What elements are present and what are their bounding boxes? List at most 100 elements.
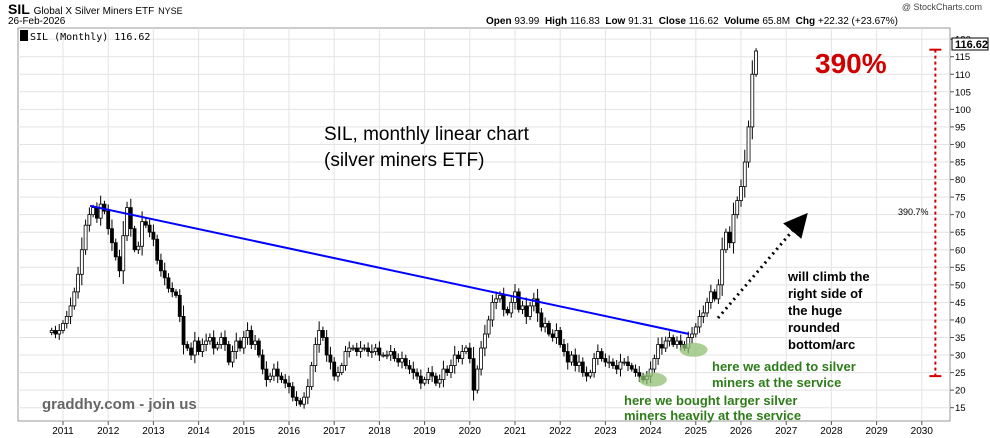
candle-body bbox=[430, 372, 435, 377]
open-value: 93.99 bbox=[514, 16, 540, 27]
candle-body bbox=[238, 340, 242, 349]
candle-body bbox=[132, 228, 137, 251]
candle-body bbox=[441, 368, 446, 381]
candle-body bbox=[117, 256, 122, 272]
candle-body bbox=[385, 354, 389, 357]
candle-body bbox=[595, 351, 600, 359]
candle-body bbox=[245, 330, 250, 338]
y-axis: 15 20 25 30 35 40 45 50 55 60 65 70 75 80 85 90 95 100 105… bbox=[950, 35, 971, 414]
candle-body bbox=[106, 210, 111, 230]
candle-body bbox=[731, 214, 736, 244]
candle-body bbox=[290, 386, 295, 398]
candle-body bbox=[72, 291, 77, 307]
candle-body bbox=[369, 351, 374, 353]
candle-body bbox=[309, 365, 314, 388]
candle-body bbox=[656, 344, 661, 359]
x-tick-label: 2016 bbox=[278, 426, 301, 437]
candle-body bbox=[121, 235, 126, 272]
candle-body bbox=[746, 126, 751, 163]
candle-body bbox=[373, 347, 378, 352]
candle-body bbox=[181, 316, 186, 345]
climb-text-3: the huge bbox=[788, 303, 842, 318]
candle-body bbox=[279, 375, 284, 381]
y-tick-label: 55 bbox=[955, 263, 966, 274]
candle-body bbox=[520, 305, 525, 310]
trendline bbox=[89, 204, 690, 335]
climb-text-5: bottom/arc bbox=[788, 337, 855, 352]
candle-body bbox=[678, 340, 683, 345]
candle-body bbox=[272, 368, 276, 377]
candle-body bbox=[177, 294, 182, 317]
candle-body bbox=[475, 368, 480, 391]
x-tick-label: 2028 bbox=[820, 426, 843, 437]
candle-body bbox=[49, 330, 54, 333]
candle-body bbox=[64, 316, 69, 324]
y-tick-label: 40 bbox=[955, 315, 966, 326]
candle-body bbox=[449, 365, 453, 373]
candle-body bbox=[128, 207, 133, 230]
candle-body bbox=[482, 333, 487, 349]
candle-body bbox=[57, 330, 62, 335]
y-tick-label: 65 bbox=[955, 228, 966, 239]
candle-body bbox=[196, 340, 201, 352]
candle-body bbox=[660, 344, 664, 349]
candle-body bbox=[268, 375, 273, 381]
big-percent: 390% bbox=[815, 48, 887, 79]
candle-body bbox=[185, 344, 190, 349]
x-tick-label: 2014 bbox=[187, 426, 210, 437]
candle-body bbox=[95, 207, 99, 219]
ohlc-readout: Open 93.99 High 116.83 Low 91.31 Close 1… bbox=[486, 16, 898, 27]
candle-body bbox=[479, 347, 484, 370]
candle-body bbox=[358, 347, 363, 352]
candle-legend-icon bbox=[20, 30, 28, 41]
candle-body bbox=[147, 224, 152, 233]
y-tick-label: 25 bbox=[955, 368, 966, 379]
candle-body bbox=[140, 221, 145, 247]
candle-body bbox=[486, 319, 491, 335]
y-tick-label: 95 bbox=[955, 122, 966, 133]
candle-body bbox=[159, 259, 163, 272]
candle-body bbox=[509, 301, 514, 314]
candle-body bbox=[298, 400, 303, 405]
candle-body bbox=[524, 305, 529, 317]
candle-body bbox=[712, 291, 717, 300]
candle-body bbox=[754, 50, 758, 75]
candle-body bbox=[275, 368, 280, 377]
candle-body bbox=[151, 231, 156, 240]
candle-body bbox=[652, 358, 657, 370]
candle-body bbox=[76, 273, 80, 293]
candle-body bbox=[110, 228, 114, 244]
candle-body bbox=[697, 316, 702, 328]
candle-layer bbox=[49, 48, 758, 409]
candle-body bbox=[166, 277, 171, 289]
x-tick-label: 2023 bbox=[594, 426, 617, 437]
candle-body bbox=[354, 347, 359, 352]
candle-body bbox=[351, 347, 355, 350]
x-tick-label: 2029 bbox=[865, 426, 888, 437]
candle-body bbox=[708, 291, 713, 303]
candle-body bbox=[392, 351, 397, 359]
watermark: @ StockCharts.com bbox=[901, 2, 982, 12]
candle-body bbox=[400, 358, 404, 363]
candle-body bbox=[611, 361, 615, 366]
volume-label: Volume bbox=[724, 16, 760, 27]
climb-text-1: will climb the bbox=[787, 269, 870, 284]
candle-body bbox=[226, 344, 231, 363]
candle-body bbox=[320, 330, 325, 338]
candle-body bbox=[577, 361, 581, 366]
candle-body bbox=[535, 298, 540, 314]
price-tag: 116.62 bbox=[955, 39, 988, 51]
candle-body bbox=[727, 231, 732, 244]
y-tick-label: 50 bbox=[955, 280, 966, 291]
candle-body bbox=[573, 354, 578, 366]
candle-body bbox=[565, 351, 570, 363]
candle-body bbox=[313, 344, 318, 366]
site-link[interactable]: graddhy.com - join us bbox=[42, 396, 197, 413]
y-tick-label: 15 bbox=[955, 403, 966, 414]
y-tick-label: 60 bbox=[955, 245, 966, 256]
candle-body bbox=[742, 161, 747, 187]
candle-body bbox=[543, 323, 548, 328]
candle-body bbox=[569, 354, 574, 363]
candle-body bbox=[305, 386, 310, 398]
candle-body bbox=[336, 372, 340, 377]
